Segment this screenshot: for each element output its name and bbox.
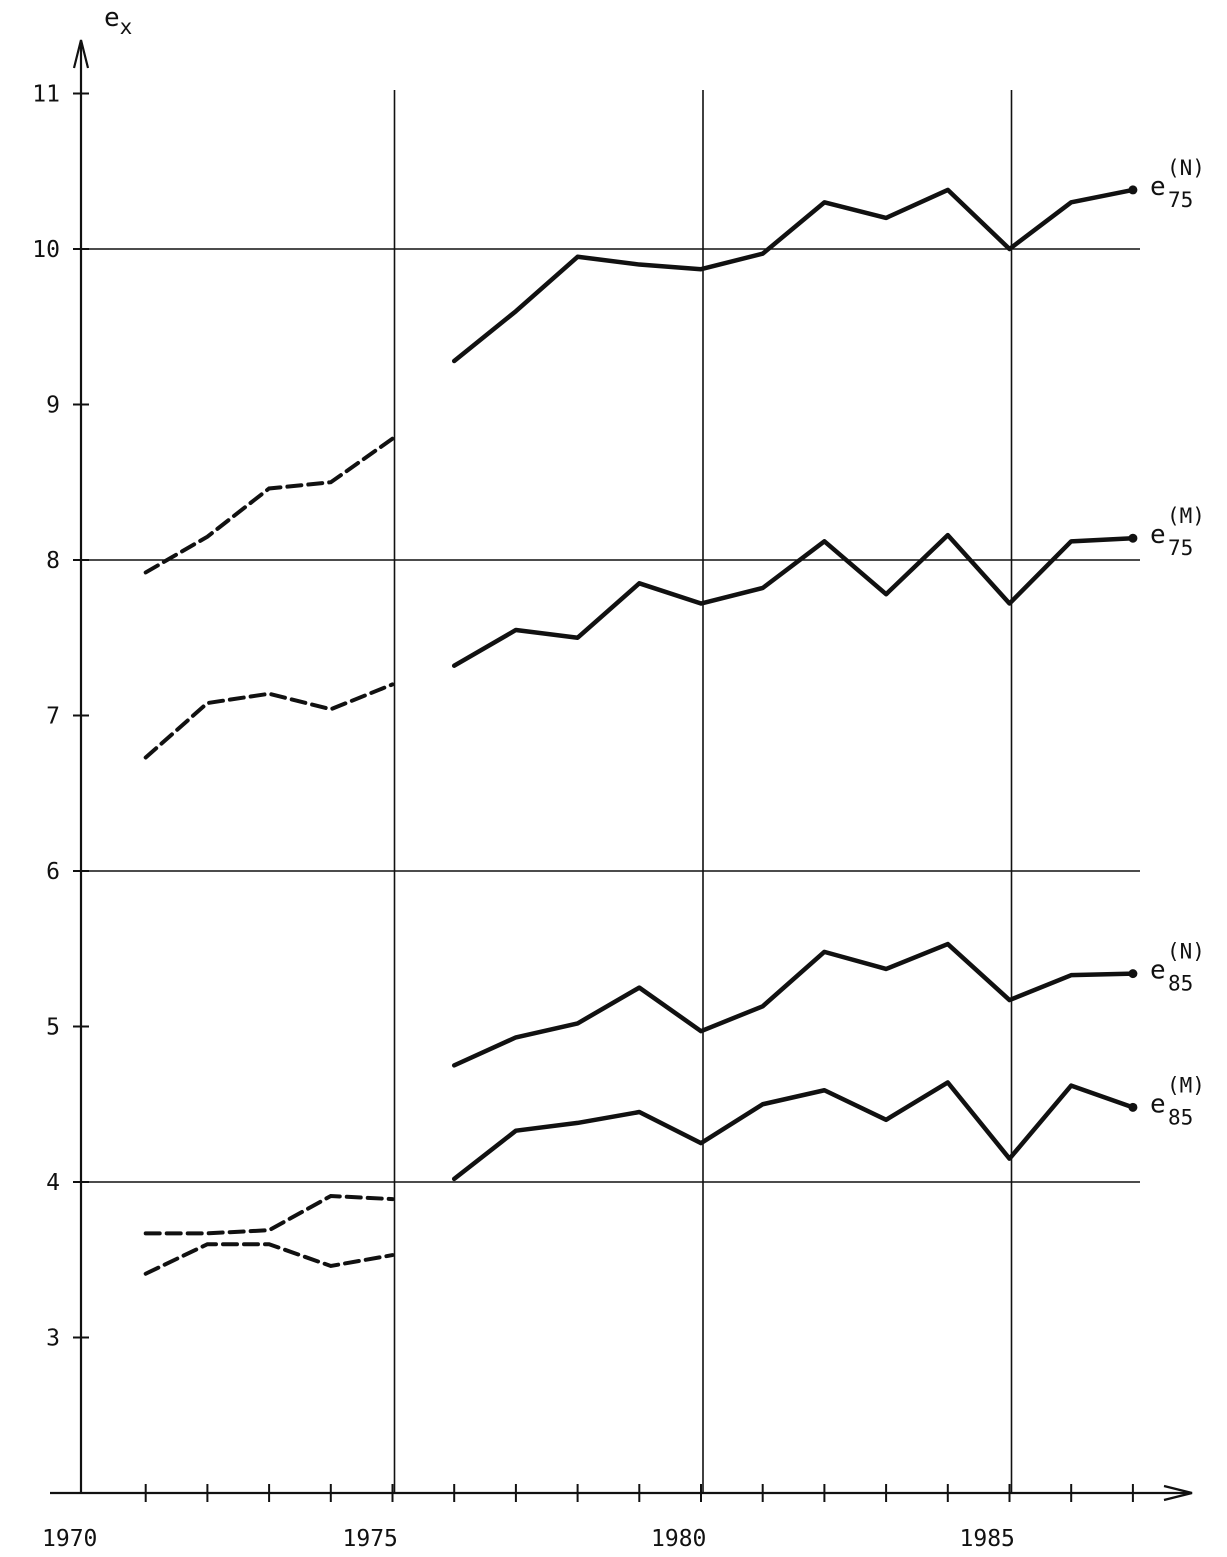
series-label: e (1150, 520, 1166, 550)
series-labels: e(N)75e(M)75e(N)85e(M)85 (1150, 156, 1205, 1129)
series-label-sup: (M) (1167, 1073, 1205, 1097)
series-line-dashed-4 (143, 436, 395, 575)
series-line-dashed-7 (143, 1242, 395, 1276)
series-line-e75n (451, 187, 1136, 364)
y-axis-arrow-icon (72, 39, 90, 69)
series-label-sub: 85 (1168, 972, 1193, 996)
series-line-dashed-5 (143, 682, 395, 760)
series-end-point (1128, 969, 1138, 979)
y-tick-label: 3 (46, 1326, 60, 1352)
x-axis-arrow-icon (1163, 1484, 1193, 1502)
series-label-sub: 85 (1168, 1105, 1193, 1129)
y-tick-label: 7 (46, 704, 60, 730)
series-line-e85n (451, 941, 1136, 1068)
series-layer (143, 185, 1138, 1276)
series-label-sup: (N) (1167, 940, 1205, 964)
series-line-e75m (451, 532, 1136, 668)
x-tick-label: 1980 (651, 1526, 706, 1552)
x-tick-label: 1970 (42, 1526, 97, 1552)
series-label: e (1150, 1089, 1166, 1119)
series-line-dashed-6 (143, 1193, 395, 1236)
series-label-sup: (M) (1167, 504, 1205, 528)
series-label-sub: 75 (1168, 536, 1193, 560)
series-end-point (1128, 533, 1138, 543)
y-axis-title: ex (104, 3, 132, 39)
x-tick-label: 1985 (960, 1526, 1015, 1552)
y-tick-label: 4 (46, 1170, 60, 1196)
series-end-point (1128, 185, 1138, 195)
axes: ex (50, 3, 1193, 1502)
y-tick-label: 5 (46, 1015, 60, 1041)
series-label-sub: 75 (1168, 188, 1193, 212)
series-label: e (1150, 956, 1166, 986)
series-label-sup: (N) (1167, 156, 1205, 180)
y-tick-label: 11 (32, 82, 60, 108)
y-tick-label: 6 (46, 859, 60, 885)
y-tick-label: 10 (32, 237, 60, 263)
series-label: e (1150, 172, 1166, 202)
x-tick-label: 1975 (343, 1526, 398, 1552)
grid-layer (81, 90, 1140, 1493)
y-tick-label: 9 (46, 393, 60, 419)
series-line-e85m (451, 1080, 1136, 1182)
series-end-point (1128, 1102, 1138, 1112)
y-tick-label: 8 (46, 548, 60, 574)
ticks: 3 4 5 6 7 8 9 10 11 1970 1975 1980 1985 (32, 82, 1134, 1552)
